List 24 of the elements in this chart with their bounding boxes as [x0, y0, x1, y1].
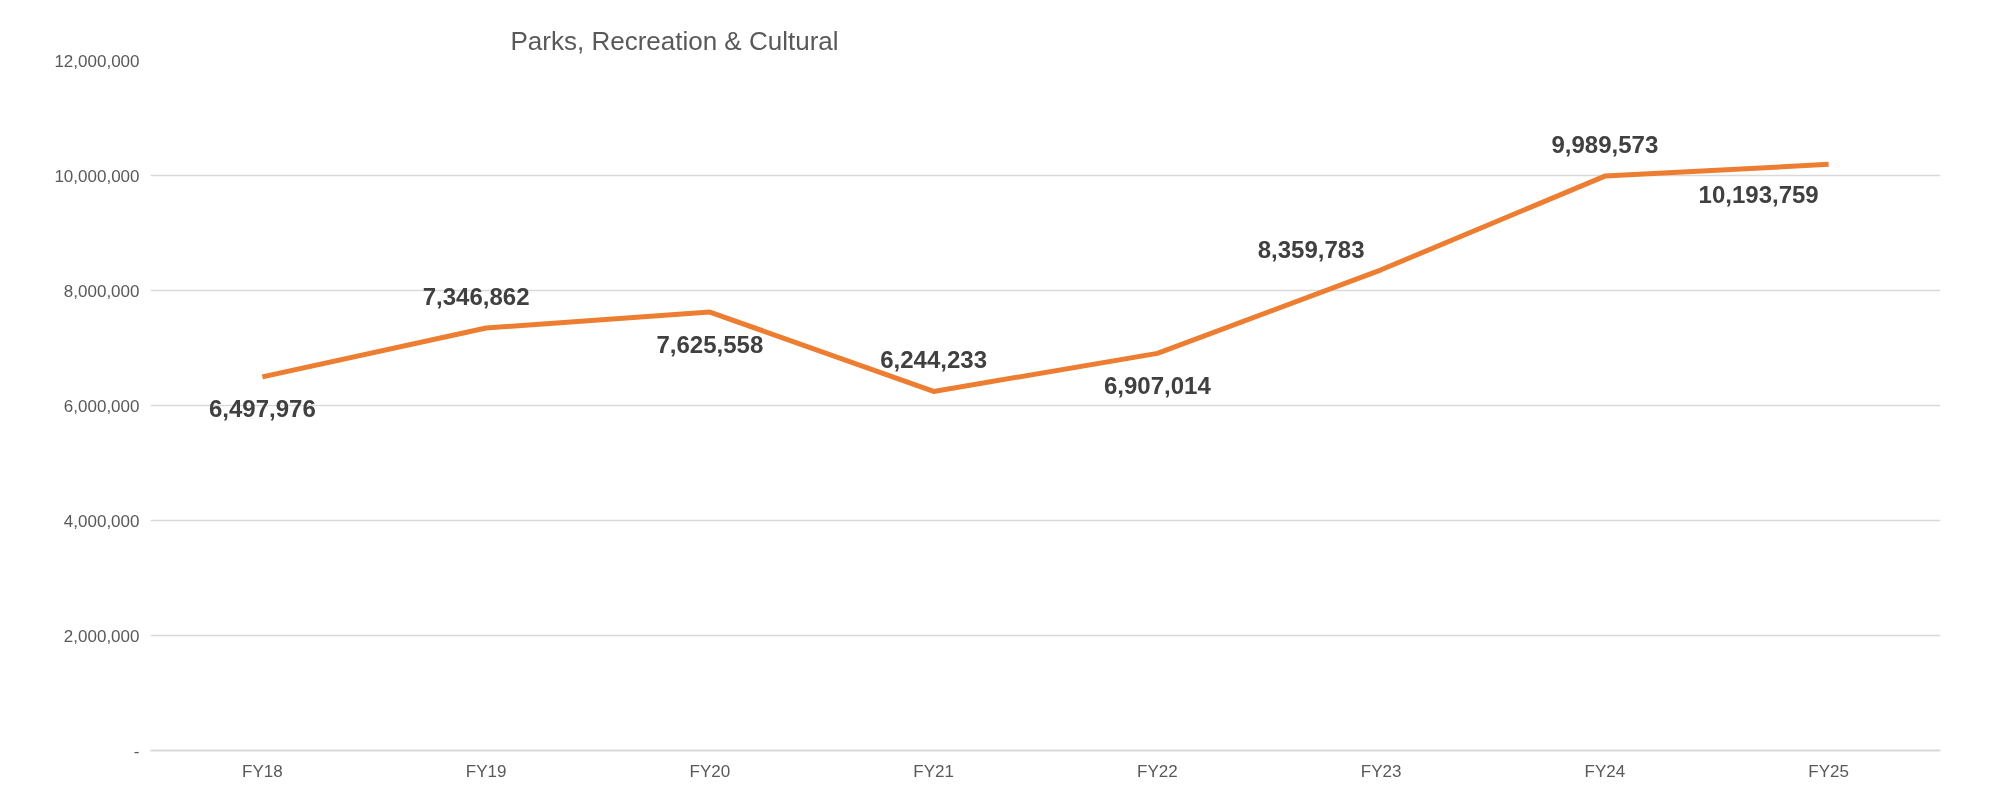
x-tick-label: FY22	[1137, 761, 1178, 781]
x-tick-label: FY23	[1360, 761, 1402, 781]
x-tick-label: FY18	[242, 761, 283, 781]
x-tick-label: FY24	[1584, 761, 1626, 781]
text: 6,244,233	[880, 345, 988, 373]
y-tick-label: 2,000,000	[63, 626, 140, 646]
x-tick-label: FY21	[913, 761, 954, 781]
x-tick-label: FY25	[1808, 761, 1849, 781]
y-tick-label: 6,000,000	[63, 396, 140, 416]
y-tick-label: 12,000,000	[54, 51, 140, 71]
y-tick-label: 10,000,000	[54, 166, 140, 186]
text: 6,497,976	[208, 395, 316, 423]
y-tick-label: 8,000,000	[63, 281, 140, 301]
text: 9,989,573	[1551, 130, 1659, 158]
y-tick-label: 4,000,000	[63, 511, 140, 531]
text: 8,359,783	[1257, 236, 1365, 264]
y-tick-label: -	[133, 741, 140, 761]
text: 10,193,759	[1698, 180, 1819, 208]
x-tick-label: FY19	[465, 761, 507, 781]
chart-title: Parks, Recreation & Cultural	[510, 25, 839, 56]
text: 6,907,014	[1103, 371, 1211, 399]
text: 7,346,862	[422, 282, 530, 310]
text: 7,625,558	[656, 330, 764, 358]
x-tick-label: FY20	[689, 761, 731, 781]
